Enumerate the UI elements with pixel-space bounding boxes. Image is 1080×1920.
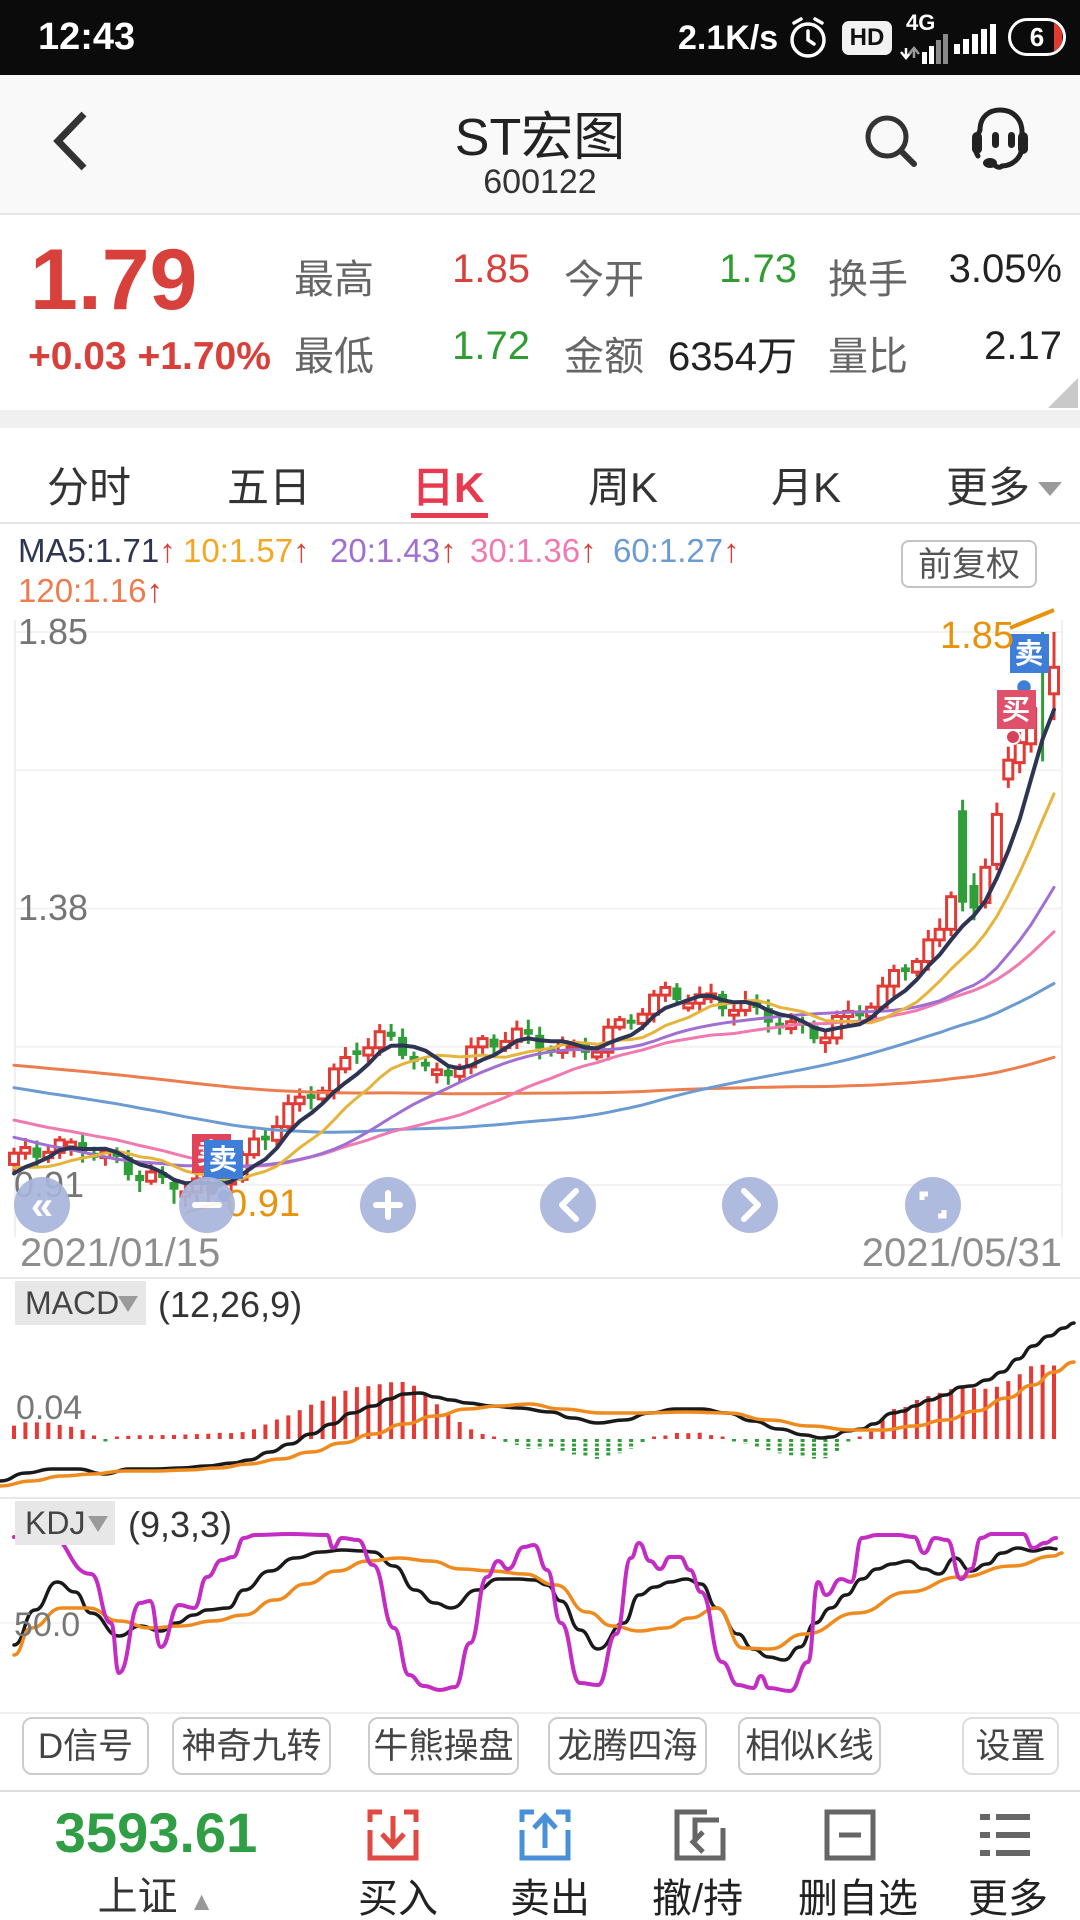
svg-text:1.85: 1.85	[18, 611, 88, 652]
svg-text:买: 买	[1002, 694, 1030, 725]
svg-text:0.91: 0.91	[226, 1183, 300, 1225]
svg-text:2021/05/31: 2021/05/31	[862, 1231, 1062, 1275]
svg-text:«: «	[31, 1184, 53, 1228]
svg-text:50.0: 50.0	[14, 1606, 80, 1644]
svg-text:0.04: 0.04	[16, 1389, 82, 1427]
svg-text:卖: 卖	[209, 1144, 237, 1175]
svg-text:2021/01/15: 2021/01/15	[20, 1231, 220, 1275]
svg-text:1.85: 1.85	[940, 615, 1014, 657]
svg-text:卖: 卖	[1015, 638, 1043, 669]
svg-text:1.38: 1.38	[18, 887, 88, 928]
